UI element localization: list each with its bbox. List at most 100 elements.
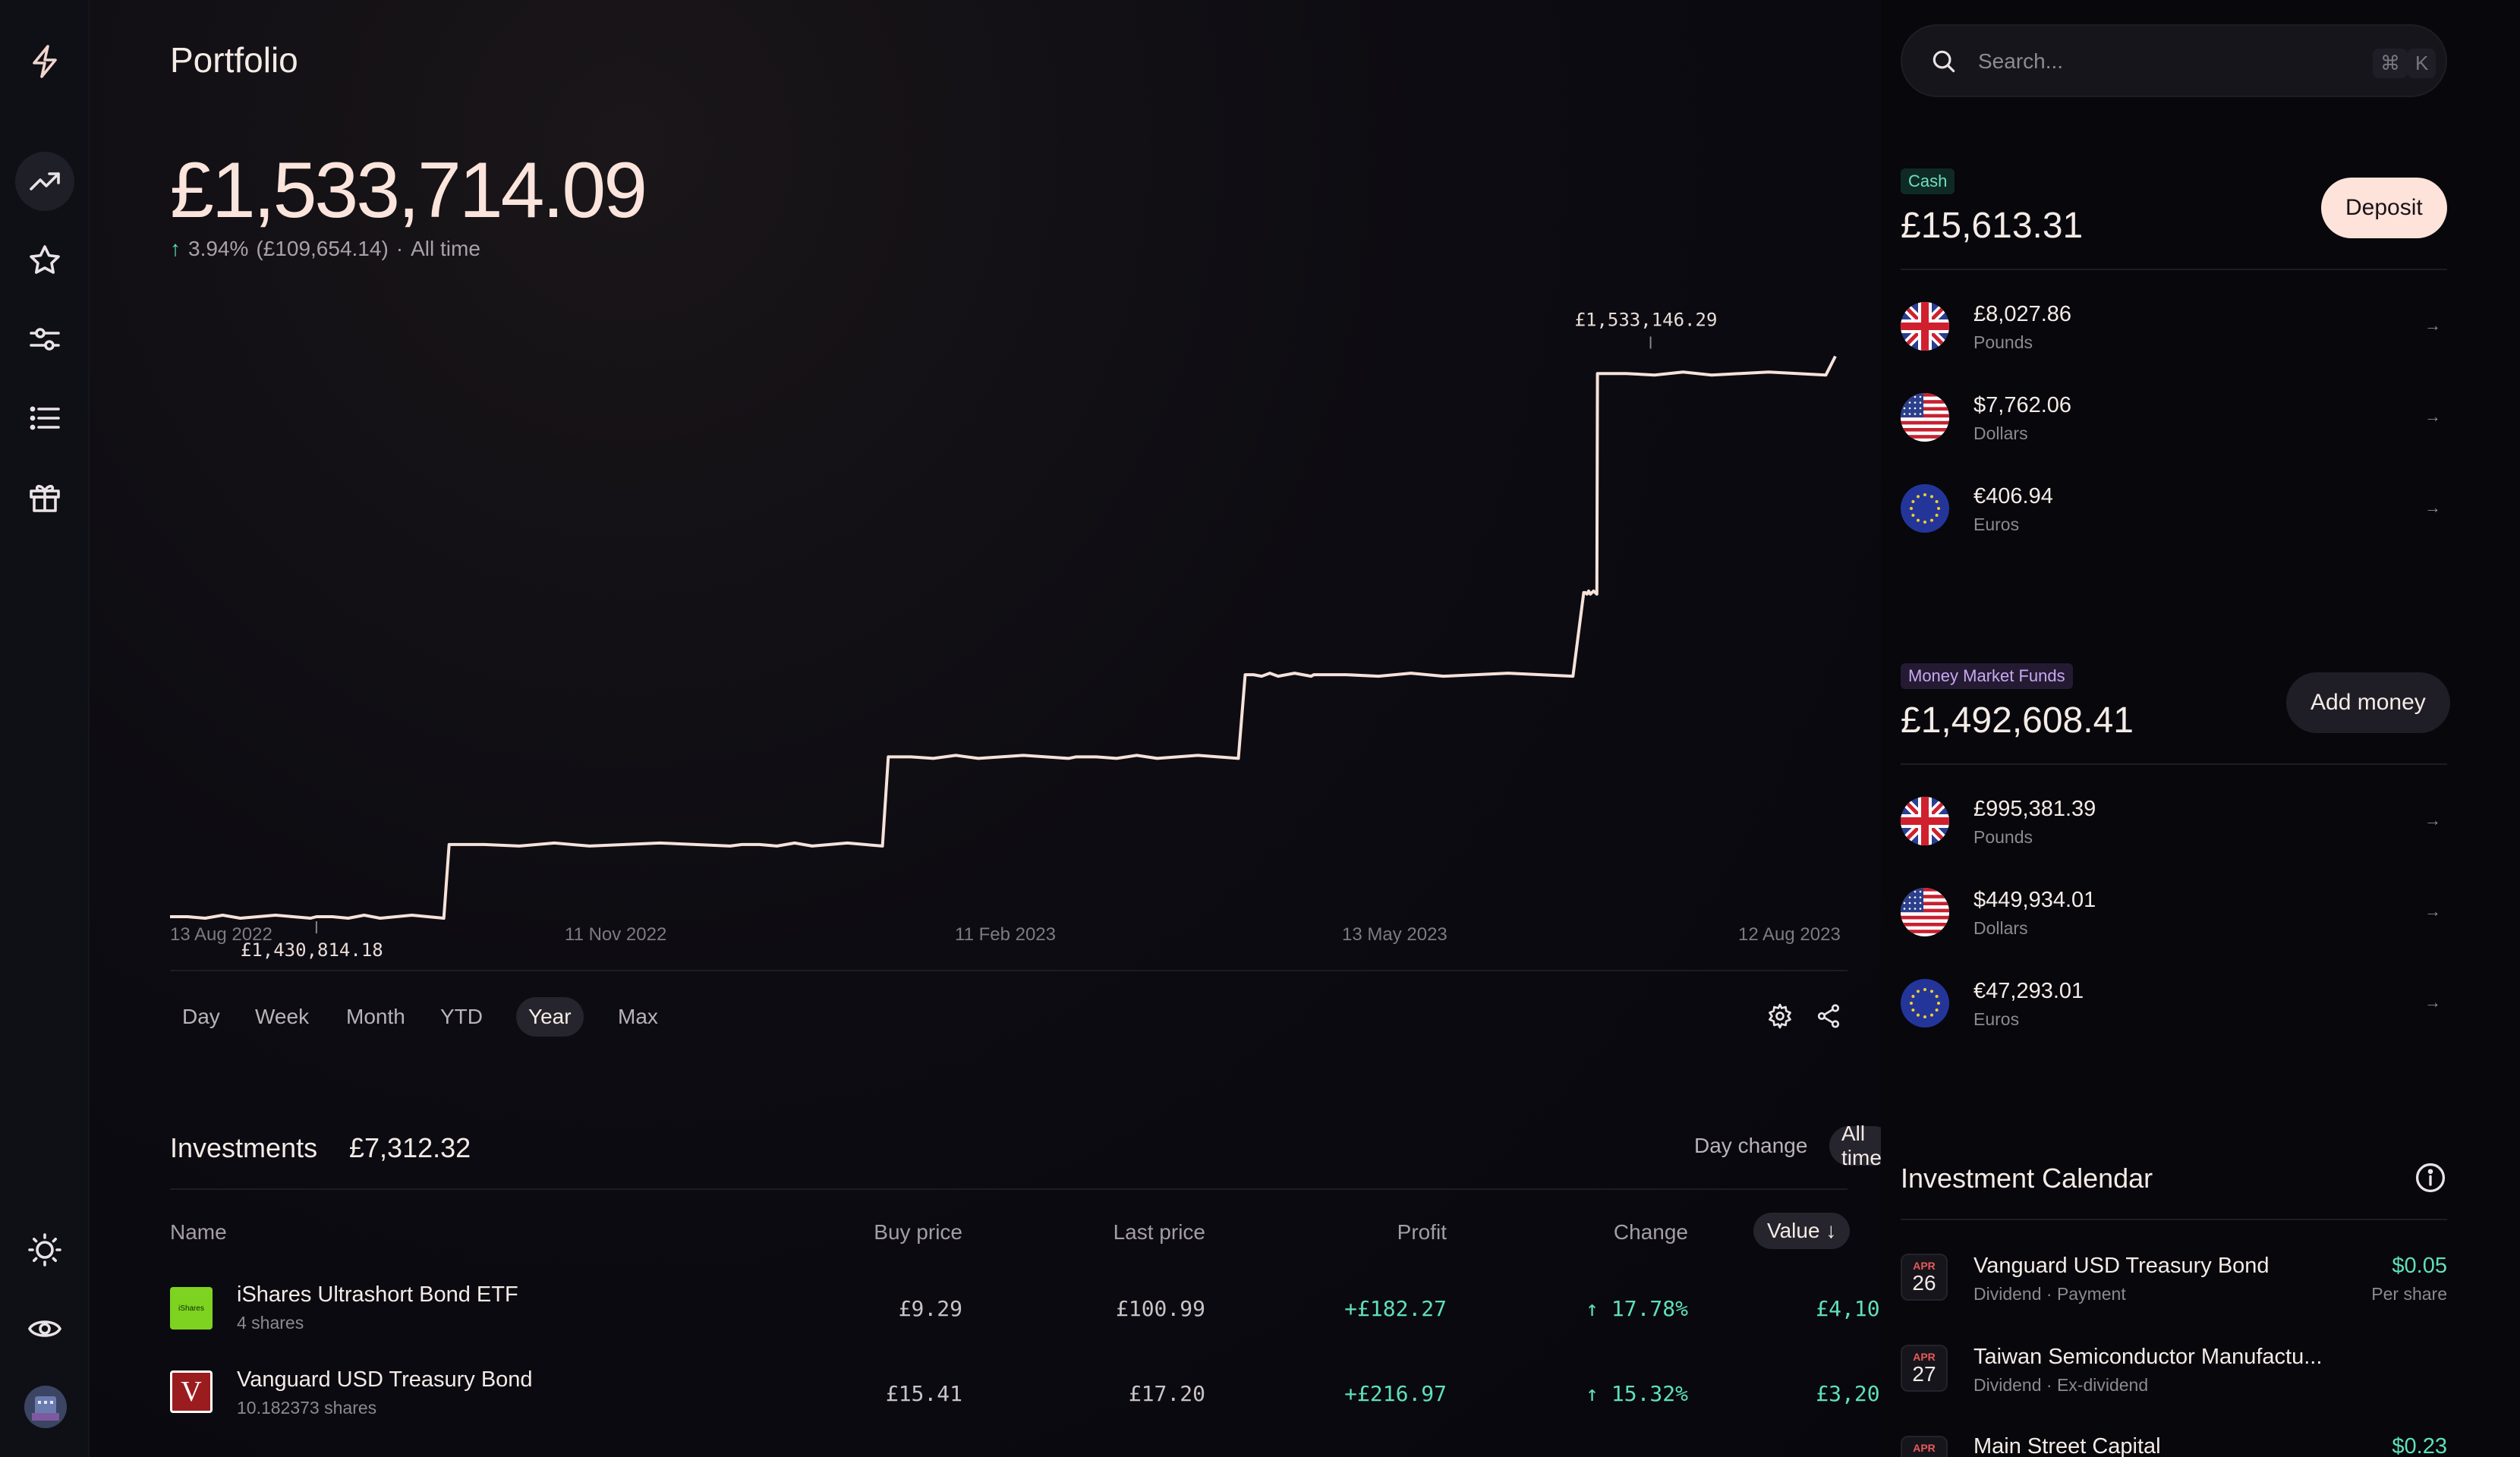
holding-last-price: £100.99	[1115, 1296, 1205, 1321]
sliders-icon[interactable]	[15, 310, 74, 369]
calendar-event-detail: Dividend · Payment	[1973, 1284, 2126, 1304]
us-flag-icon	[1901, 888, 1949, 936]
calendar-event-name[interactable]: Vanguard USD Treasury Bond	[1973, 1254, 2270, 1278]
x-tick-label: 13 May 2023	[1342, 924, 1447, 945]
column-header-profit[interactable]: Profit	[1397, 1220, 1447, 1244]
chevron-right-icon[interactable]: →	[2424, 810, 2441, 829]
mmf-account-value[interactable]: £995,381.39	[1973, 797, 2096, 821]
holding-name[interactable]: iShares Ultrashort Bond ETF	[237, 1282, 518, 1307]
arrow-up-icon: ↑	[170, 237, 181, 260]
chevron-right-icon[interactable]: →	[2424, 407, 2441, 426]
toggle-day-change[interactable]: Day change	[1694, 1134, 1808, 1157]
investments-divider	[170, 1188, 1847, 1190]
calendar-date: APR	[1901, 1436, 1948, 1457]
bolt-logo-icon[interactable]	[15, 32, 74, 91]
range-ytd[interactable]: YTD	[440, 1005, 483, 1028]
calendar-event-type: Dividend	[1973, 1284, 2042, 1304]
holding-last-price: £17.20	[1128, 1381, 1205, 1406]
change-percent: 3.94%	[188, 237, 249, 260]
calendar-event-name[interactable]: Main Street Capital	[1973, 1434, 2161, 1457]
calendar-event-detail: Dividend · Ex-dividend	[1973, 1375, 2148, 1396]
gift-icon[interactable]	[15, 467, 74, 527]
calendar-month: APR	[1913, 1351, 1936, 1363]
holding-profit: +£182.27	[1344, 1296, 1447, 1321]
portfolio-chart-svg: £1,533,146.29 £1,430,814.18	[169, 309, 1837, 961]
calendar-date: APR 26	[1901, 1254, 1948, 1301]
page-title: Portfolio	[170, 40, 298, 80]
range-max[interactable]: Max	[618, 1005, 658, 1028]
portfolio-total: £1,533,714.09	[170, 146, 647, 234]
search-icon	[1933, 50, 1955, 73]
us-flag-icon	[1901, 393, 1949, 442]
investments-total: £7,312.32	[349, 1132, 471, 1163]
chart-min-label: £1,430,814.18	[241, 939, 383, 961]
chart-series-line	[169, 355, 1837, 920]
portfolio-change: ↑ 3.94% (£109,654.14) · All time	[170, 237, 480, 261]
chart-divider	[170, 970, 1847, 971]
calendar-event-sep: ·	[2046, 1375, 2052, 1395]
calendar-event-type: Dividend	[1973, 1375, 2042, 1395]
column-header-buy-price[interactable]: Buy price	[874, 1220, 962, 1244]
calendar-month: APR	[1913, 1442, 1936, 1454]
change-amount: (£109,654.14)	[256, 237, 389, 260]
eye-icon[interactable]	[15, 1299, 74, 1358]
change-separator: ·	[395, 237, 404, 260]
column-header-name[interactable]: Name	[170, 1220, 227, 1244]
cash-account-value[interactable]: £8,027.86	[1973, 302, 2072, 326]
chevron-right-icon[interactable]: →	[2424, 316, 2441, 335]
calendar-event-amount-sub: Per share	[2371, 1284, 2447, 1304]
share-icon[interactable]	[1811, 999, 1846, 1034]
right-panel: ⌘ K Cash £15,613.31 Deposit £8,027.86 Po…	[1881, 0, 2520, 1457]
trending-up-icon[interactable]	[15, 152, 74, 211]
chevron-right-icon[interactable]: →	[2424, 902, 2441, 920]
avatar[interactable]	[24, 1386, 67, 1428]
range-month[interactable]: Month	[346, 1005, 405, 1028]
chevron-right-icon[interactable]: →	[2424, 498, 2441, 517]
search-input[interactable]	[1978, 42, 2327, 80]
chart-settings-icon[interactable]	[1762, 999, 1797, 1034]
cash-divider	[1901, 269, 2447, 270]
column-header-last-price[interactable]: Last price	[1113, 1220, 1205, 1244]
column-header-change[interactable]: Change	[1613, 1220, 1688, 1244]
search-bar[interactable]: ⌘ K	[1901, 24, 2447, 97]
x-tick-label: 11 Feb 2023	[955, 924, 1056, 945]
range-week[interactable]: Week	[255, 1005, 310, 1028]
deposit-button[interactable]: Deposit	[2321, 178, 2447, 238]
ishares-logo: iShares	[170, 1287, 213, 1330]
cash-account-value[interactable]: €406.94	[1973, 484, 2053, 508]
holding-name[interactable]: Vanguard USD Treasury Bond	[237, 1367, 533, 1392]
mmf-account-currency: Dollars	[1973, 918, 2028, 938]
list-icon[interactable]	[15, 389, 74, 448]
vanguard-logo: V	[170, 1370, 213, 1413]
calendar-month: APR	[1913, 1260, 1936, 1272]
mmf-divider	[1901, 763, 2447, 765]
calendar-day: 27	[1912, 1362, 1936, 1386]
sidebar	[0, 0, 90, 1457]
holding-shares: 10.182373 shares	[237, 1398, 377, 1418]
shortcut-cmd-key: ⌘	[2373, 49, 2408, 78]
mmf-account-currency: Pounds	[1973, 827, 2033, 847]
info-icon[interactable]	[2414, 1161, 2447, 1194]
mmf-total: £1,492,608.41	[1901, 700, 2134, 741]
holding-change: ↑ 15.32%	[1586, 1381, 1688, 1406]
add-money-button[interactable]: Add money	[2286, 672, 2450, 733]
sun-icon[interactable]	[15, 1220, 74, 1279]
range-year[interactable]: Year	[516, 997, 584, 1037]
mmf-account-value[interactable]: $449,934.01	[1973, 888, 2096, 912]
column-header-value[interactable]: Value ↓	[1753, 1213, 1851, 1249]
cash-account-value[interactable]: $7,762.06	[1973, 393, 2072, 417]
mmf-badge: Money Market Funds	[1901, 663, 2073, 689]
calendar-event-kind: Ex-dividend	[2056, 1375, 2149, 1395]
mmf-account-value[interactable]: €47,293.01	[1973, 979, 2084, 1003]
chevron-right-icon[interactable]: →	[2424, 993, 2441, 1012]
star-icon[interactable]	[15, 231, 74, 290]
main-panel: Portfolio £1,533,714.09 ↑ 3.94% (£109,65…	[90, 0, 1931, 1457]
portfolio-chart[interactable]: £1,533,146.29 £1,430,814.18	[165, 281, 1881, 964]
change-period: All time	[411, 237, 480, 260]
calendar-event-name[interactable]: Taiwan Semiconductor Manufactu...	[1973, 1345, 2323, 1369]
calendar-divider	[1901, 1219, 2447, 1220]
calendar-title: Investment Calendar	[1901, 1163, 2153, 1194]
calendar-day: 26	[1912, 1271, 1936, 1295]
range-day[interactable]: Day	[182, 1005, 220, 1028]
calendar-date: APR 27	[1901, 1345, 1948, 1392]
